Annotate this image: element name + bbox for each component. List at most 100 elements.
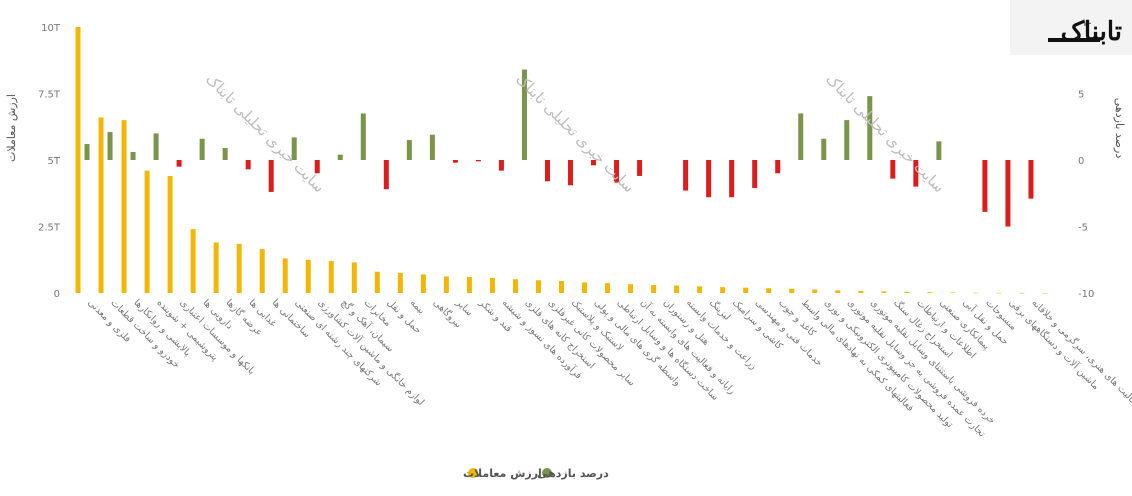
- bar-return-negative: [383, 160, 389, 190]
- bar-return-positive: [153, 133, 159, 160]
- bar-trade-value: [121, 120, 127, 293]
- bar-trade-value: [167, 175, 173, 293]
- bar-trade-value: [605, 283, 611, 293]
- right-tick-label: 5: [1078, 90, 1084, 101]
- bar-return-positive: [798, 113, 804, 160]
- right-axis: -10 -5 0 5: [1078, 90, 1094, 301]
- bar-trade-value: [559, 281, 564, 293]
- bar-return-negative: [729, 160, 735, 198]
- watermark-1: سایت خبری تحلیلی تابناک: [202, 70, 328, 196]
- bar-trade-value: [420, 274, 426, 293]
- left-tick-label: 0: [54, 289, 60, 300]
- bar-trade-value: [835, 290, 841, 293]
- bar-return-positive: [360, 113, 366, 160]
- bar-return-positive: [222, 148, 228, 160]
- bar-return-negative: [913, 160, 919, 187]
- bar-trade-value: [697, 286, 703, 293]
- bar-trade-value: [190, 229, 196, 293]
- bar-return-negative: [775, 160, 781, 174]
- bar-trade-value: [328, 261, 334, 293]
- bar-trade-value: [720, 287, 726, 293]
- bar-return-negative: [1028, 160, 1034, 199]
- left-axis-title: ارزش معاملات: [5, 94, 18, 162]
- bar-trade-value: [236, 243, 242, 293]
- bar-return-positive: [406, 140, 412, 160]
- bar-trade-value: [443, 276, 449, 293]
- bar-return-positive: [844, 120, 850, 160]
- bar-trade-value: [512, 279, 518, 293]
- bar-trade-value: [743, 287, 749, 293]
- bar-trade-value: [466, 277, 472, 293]
- right-tick-label: -5: [1078, 223, 1088, 234]
- bar-return-negative: [706, 160, 712, 198]
- bar-return-positive: [107, 132, 113, 160]
- right-tick-label: -10: [1078, 289, 1094, 300]
- bar-return-negative: [982, 160, 988, 212]
- legend-trade-value-label: ارزش معاملات: [463, 467, 542, 480]
- bar-trade-value: [789, 288, 795, 293]
- category-label: بیمه: [408, 297, 427, 316]
- left-tick-label: 10T: [41, 23, 61, 34]
- legend-return-marker: [542, 468, 552, 478]
- bar-return-negative: [544, 160, 550, 182]
- bar-return-negative: [475, 160, 481, 162]
- bar-trade-value: [213, 242, 219, 293]
- bar-return-negative: [890, 160, 896, 179]
- bar-return-negative: [614, 160, 620, 183]
- bar-trade-value: [766, 288, 772, 293]
- series-trade-value: [75, 27, 1048, 294]
- bar-trade-value: [651, 285, 657, 293]
- bar-trade-value: [858, 290, 864, 293]
- bar-trade-value: [628, 284, 634, 293]
- legend-return-label: درصد بازدهی: [537, 467, 609, 480]
- right-axis-title: درصد بازدهی: [1113, 98, 1126, 159]
- logo-tick-label: ۱۰: [1082, 18, 1093, 29]
- bar-trade-value: [374, 271, 380, 293]
- bar-return-positive: [821, 138, 827, 160]
- bar-return-positive: [521, 69, 527, 160]
- bar-trade-value: [535, 280, 541, 293]
- bar-trade-value: [812, 289, 818, 293]
- bar-return-positive: [130, 152, 136, 160]
- bar-trade-value: [674, 285, 680, 293]
- legend: درصد بازدهی ارزش معاملات: [463, 467, 609, 480]
- right-tick-label: 0: [1078, 156, 1084, 167]
- bar-trade-value: [98, 117, 104, 293]
- bar-return-positive: [936, 141, 942, 160]
- bar-return-negative: [1005, 160, 1011, 227]
- watermark-2: سایت خبری تحلیلی تابناک: [512, 70, 638, 196]
- watermark-3: سایت خبری تحلیلی تابناک: [822, 70, 948, 196]
- bar-trade-value: [927, 292, 933, 293]
- category-label: ماشین آلات و دستگاههای برقی: [1006, 296, 1102, 392]
- bar-trade-value: [973, 292, 979, 294]
- series-return: [84, 69, 1034, 227]
- bar-return-negative: [268, 160, 274, 192]
- bar-return-negative: [314, 160, 320, 174]
- category-label: فعالیت های هنری، سرگرمی و خلاقانه: [1029, 297, 1132, 410]
- bar-return-positive: [291, 137, 297, 160]
- left-tick-label: 5T: [48, 156, 61, 167]
- bar-trade-value: [259, 249, 265, 293]
- bar-return-positive: [84, 144, 90, 160]
- bar-trade-value: [489, 277, 495, 293]
- left-tick-label: 2.5T: [38, 223, 61, 234]
- bar-return-positive: [199, 138, 205, 160]
- left-tick-label: 7.5T: [38, 90, 61, 101]
- bar-return-negative: [452, 160, 458, 163]
- bar-trade-value: [397, 273, 403, 293]
- bar-trade-value: [1019, 292, 1025, 294]
- bar-trade-value: [144, 170, 150, 293]
- logo: تابناک ۱۰: [1010, 0, 1132, 55]
- bar-trade-value: [305, 259, 311, 293]
- bar-trade-value: [582, 282, 588, 293]
- bar-return-positive: [867, 96, 873, 160]
- bar-return-negative: [591, 160, 597, 166]
- bar-return-positive: [337, 154, 343, 160]
- bar-trade-value: [282, 258, 288, 293]
- bar-trade-value: [75, 27, 81, 293]
- bar-return-negative: [752, 160, 758, 188]
- bar-trade-value: [996, 292, 1002, 294]
- bar-return-positive: [429, 134, 435, 160]
